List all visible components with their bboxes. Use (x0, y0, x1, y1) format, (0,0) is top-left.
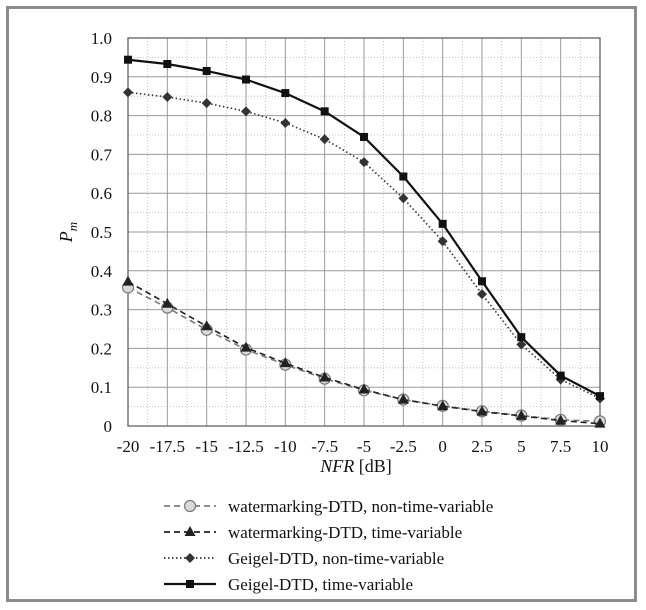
legend-swatch-marker (186, 580, 194, 588)
data-point-square (438, 219, 447, 228)
legend-item: Geigel-DTD, non-time-variable (164, 549, 444, 568)
data-point-diamond (477, 289, 487, 300)
x-tick-label: -10 (274, 437, 297, 456)
data-point-triangle (161, 297, 173, 308)
y-tick-label: 0.4 (91, 262, 113, 281)
data-point-triangle (515, 409, 527, 420)
data-point-triangle (437, 400, 449, 411)
legend-label: Geigel-DTD, time-variable (228, 575, 413, 594)
y-axis-label-main: P (56, 231, 76, 243)
data-point-square (202, 66, 211, 75)
data-point-diamond (398, 193, 409, 204)
data-point-diamond (359, 157, 369, 168)
data-point-triangle (279, 357, 291, 368)
data-point-square (163, 59, 172, 68)
data-point-triangle (397, 393, 409, 404)
data-point-triangle (319, 371, 331, 382)
x-tick-label: -17.5 (150, 437, 185, 456)
y-tick-label: 0.3 (91, 301, 112, 320)
y-tick-label: 0.8 (91, 107, 112, 126)
x-tick-label: 5 (517, 437, 526, 456)
data-point-square (242, 75, 250, 84)
x-tick-label: -2.5 (390, 437, 417, 456)
data-point-square (399, 172, 408, 181)
x-axis-label-variable: NFR (319, 456, 354, 476)
tick-labels: 00.10.20.30.40.50.60.70.80.91.0-20 -17.5-… (91, 29, 609, 456)
x-tick-label: -12.5 (228, 437, 263, 456)
data-point-square (478, 277, 486, 286)
y-tick-label: 0.5 (91, 223, 112, 242)
legend-label: watermarking-DTD, non-time-variable (228, 497, 493, 516)
data-point-triangle (555, 414, 567, 425)
data-point-square (517, 333, 526, 342)
y-tick-label: 0.1 (91, 378, 112, 397)
y-tick-label: 0.6 (91, 184, 112, 203)
data-point-diamond (162, 91, 173, 102)
data-point-triangle (594, 417, 606, 428)
x-tick-label: 7.5 (550, 437, 571, 456)
x-tick-label: 2.5 (471, 437, 492, 456)
legend-item: watermarking-DTD, non-time-variable (164, 497, 493, 516)
legend-swatch-marker (185, 553, 195, 563)
x-tick-label: -5 (357, 437, 371, 456)
data-point-diamond (241, 106, 251, 117)
x-tick-label: -7.5 (311, 437, 338, 456)
data-point-diamond (437, 236, 448, 247)
legend-label: Geigel-DTD, non-time-variable (228, 549, 444, 568)
y-tick-label: 1.0 (91, 29, 112, 48)
series-3 (123, 87, 605, 404)
legend-swatch-marker (183, 499, 197, 513)
x-axis-label-unit: [dB] (354, 456, 392, 476)
legend-item: watermarking-DTD, time-variable (164, 523, 462, 542)
x-tick-label: 10 (592, 437, 609, 456)
data-point-square (124, 55, 132, 64)
data-point-triangle (240, 341, 252, 352)
x-tick-label: -20 (117, 437, 140, 456)
series-2 (122, 275, 606, 428)
chart-frame (6, 6, 637, 602)
legend-item: Geigel-DTD, time-variable (164, 575, 413, 594)
legend: watermarking-DTD, non-time-variable water… (164, 497, 493, 594)
grid-lines (127, 37, 601, 427)
y-axis-label-sub: m (65, 222, 80, 231)
data-point-square (360, 132, 368, 141)
data-point-square (320, 107, 329, 116)
data-point-diamond (201, 98, 212, 109)
data-point-diamond (319, 134, 330, 145)
y-tick-label: 0.9 (91, 68, 112, 87)
data-point-triangle (358, 383, 370, 394)
x-tick-label: 0 (438, 437, 447, 456)
data-point-triangle (476, 405, 488, 416)
series-lines (121, 55, 607, 428)
plot-area-border (127, 37, 601, 427)
legend-swatch-marker (184, 526, 196, 536)
data-point-triangle (122, 275, 134, 286)
data-point-diamond (516, 339, 527, 350)
y-tick-label: 0.7 (91, 145, 113, 164)
series-4 (124, 55, 604, 401)
legend-label: watermarking-DTD, time-variable (228, 523, 462, 542)
y-tick-label: 0.2 (91, 339, 112, 358)
y-axis-label: Pm (56, 222, 80, 243)
data-point-square (556, 371, 565, 380)
data-point-triangle (201, 320, 213, 331)
y-tick-label: 0 (104, 417, 113, 436)
data-point-diamond (123, 87, 133, 98)
x-tick-label: -15 (195, 437, 218, 456)
data-point-diamond (280, 117, 291, 128)
data-point-square (596, 392, 604, 401)
x-axis-label: NFR [dB] (319, 456, 392, 476)
data-point-square (281, 89, 290, 98)
